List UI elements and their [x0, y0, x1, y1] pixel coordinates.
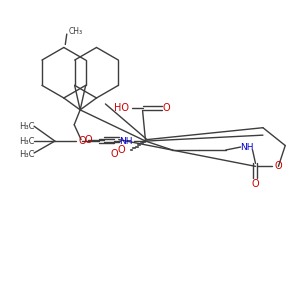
Text: HO: HO: [114, 103, 129, 113]
Text: NH: NH: [119, 136, 133, 146]
Text: O: O: [110, 149, 118, 160]
Text: H₃C: H₃C: [19, 136, 35, 146]
Text: O: O: [252, 179, 259, 189]
Text: NH: NH: [240, 142, 253, 152]
Text: O: O: [85, 135, 92, 145]
Text: O: O: [275, 161, 283, 171]
Text: H₃C: H₃C: [19, 122, 35, 131]
Text: H₃C: H₃C: [19, 150, 35, 159]
Text: CH₃: CH₃: [68, 27, 83, 36]
Text: O: O: [163, 103, 170, 113]
Text: O: O: [79, 136, 86, 146]
Text: O: O: [118, 145, 126, 155]
